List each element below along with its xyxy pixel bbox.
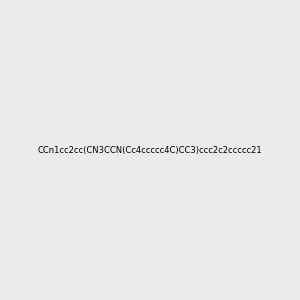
Text: CCn1cc2cc(CN3CCN(Cc4ccccc4C)CC3)ccc2c2ccccc21: CCn1cc2cc(CN3CCN(Cc4ccccc4C)CC3)ccc2c2cc…	[38, 146, 262, 154]
